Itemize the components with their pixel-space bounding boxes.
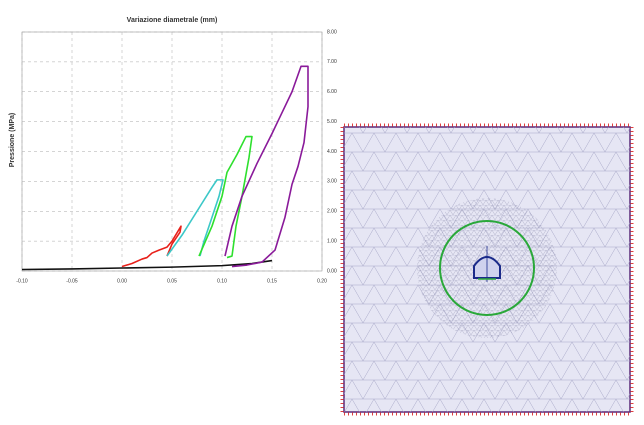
x-tick-label: 0.05	[167, 278, 177, 284]
x-tick-label: 0.10	[217, 278, 227, 284]
data-line	[224, 65, 309, 268]
chart-title: Variazione diametrale (mm)	[127, 17, 218, 24]
x-tick-label: -0.10	[16, 278, 28, 284]
mesh-view	[340, 123, 634, 416]
data-line	[21, 259, 273, 271]
plot: 0.00 1.00 2.00 3.00 4.00 5.00 6.00 7.00 8.00 -0.1…	[16, 29, 337, 284]
y-tick-label: 4.00	[327, 149, 337, 155]
y-tick-label: 1.00	[327, 238, 337, 244]
y-tick-label: 0.00	[327, 268, 337, 274]
boundary-circle	[439, 220, 535, 316]
x-tick-label: 0.15	[267, 278, 277, 284]
y-tick-label: 7.00	[327, 59, 337, 65]
data-line	[198, 135, 253, 259]
data-line	[121, 225, 182, 268]
y-tick-label: 8.00	[327, 29, 337, 35]
data-line	[166, 179, 224, 257]
chart-area: Variazione diametrale (mm) Pressione (MP…	[9, 17, 337, 284]
y-tick-label: 5.00	[327, 119, 337, 125]
y-axis-label: Pressione (MPa)	[9, 113, 16, 167]
y-tick-label: 2.00	[327, 209, 337, 215]
x-tick-label: -0.05	[66, 278, 78, 284]
y-tick-label: 6.00	[327, 89, 337, 95]
x-tick-label: 0.20	[317, 278, 327, 284]
x-tick-label: 0.00	[117, 278, 127, 284]
y-tick-label: 3.00	[327, 179, 337, 185]
